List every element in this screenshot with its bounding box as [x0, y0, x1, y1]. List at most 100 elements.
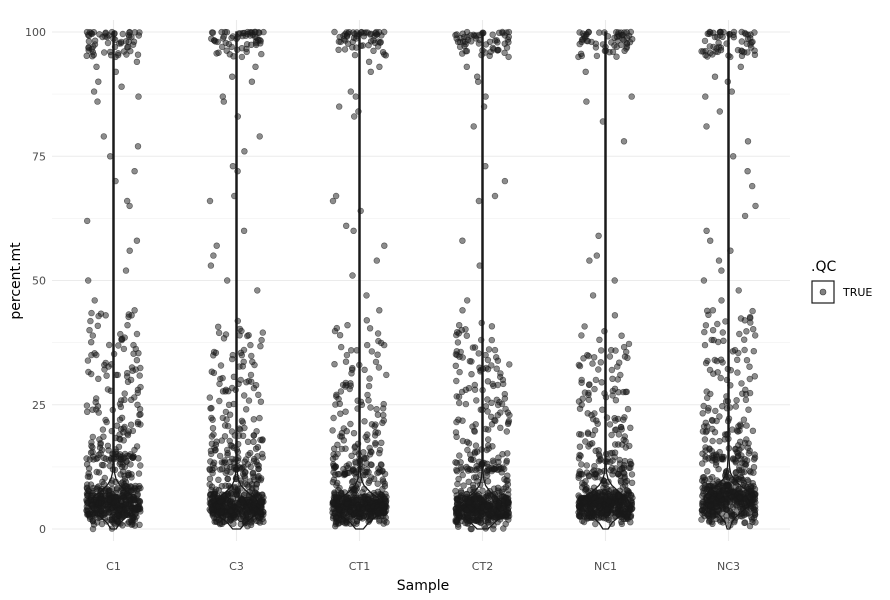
data-point [456, 399, 463, 407]
data-point [121, 454, 128, 462]
data-point [744, 476, 751, 484]
data-point [86, 327, 93, 334]
data-point [456, 452, 463, 459]
data-point [475, 491, 482, 498]
data-point [234, 317, 242, 325]
data-point [612, 417, 619, 424]
data-point [723, 376, 731, 384]
data-point [221, 433, 229, 440]
data-point [329, 427, 336, 434]
data-point [597, 347, 605, 354]
data-point [338, 429, 346, 437]
data-point [591, 427, 599, 434]
data-point [88, 309, 95, 317]
data-point [218, 508, 225, 515]
data-point [462, 386, 469, 393]
data-point [700, 277, 708, 284]
data-point [90, 51, 98, 58]
data-point [702, 93, 709, 100]
data-point [495, 46, 502, 54]
data-point [238, 327, 245, 335]
data-point [709, 51, 716, 58]
data-point [210, 348, 218, 356]
data-point [333, 391, 340, 398]
data-point [117, 471, 124, 478]
data-point [84, 473, 92, 480]
data-point [223, 29, 231, 36]
data-point [602, 488, 609, 495]
data-point [614, 363, 621, 370]
data-point [351, 51, 359, 59]
data-point [505, 53, 512, 61]
data-point [210, 431, 217, 438]
data-point [352, 93, 359, 100]
data-point [615, 431, 622, 438]
data-point [456, 501, 463, 508]
data-point [106, 462, 114, 470]
data-point [243, 507, 251, 514]
data-point [99, 426, 107, 433]
data-point [713, 417, 720, 425]
data-point [488, 336, 495, 344]
data-point [131, 168, 138, 175]
data-point [240, 227, 248, 235]
data-point [627, 424, 634, 431]
data-point [710, 336, 717, 344]
data-point [578, 332, 585, 339]
data-point [338, 445, 346, 453]
data-point [232, 475, 240, 482]
data-point [611, 513, 618, 521]
data-point [628, 93, 635, 100]
data-point [723, 40, 730, 47]
data-point [491, 346, 499, 354]
data-point [498, 400, 506, 408]
data-point [222, 386, 230, 393]
data-point [500, 485, 507, 492]
data-point [485, 436, 492, 443]
data-point [468, 371, 475, 378]
data-point [489, 380, 496, 388]
data-point [95, 312, 102, 320]
data-point [611, 277, 618, 284]
data-point [496, 489, 503, 496]
data-point [252, 63, 259, 71]
data-point [459, 354, 466, 361]
data-point [504, 513, 512, 520]
data-point [622, 388, 629, 396]
data-point [584, 351, 591, 359]
legend: .QC TRUE [811, 259, 872, 304]
data-point [705, 510, 712, 518]
data-point [621, 457, 629, 465]
data-point [621, 470, 628, 477]
data-point [366, 451, 374, 458]
data-point [380, 412, 387, 419]
data-point [576, 451, 583, 459]
data-point [338, 343, 345, 351]
data-point [622, 438, 629, 445]
data-point [732, 403, 739, 410]
data-point [749, 518, 756, 526]
data-point [243, 406, 250, 413]
data-point [360, 32, 368, 40]
data-point [751, 47, 758, 54]
data-point [477, 366, 485, 374]
data-point [365, 58, 373, 65]
data-point [623, 40, 630, 47]
data-point [464, 465, 471, 472]
data-point [591, 385, 598, 393]
data-point [223, 464, 231, 471]
data-point [118, 83, 125, 90]
data-point [751, 29, 758, 36]
data-point [225, 401, 233, 408]
data-point [594, 420, 601, 427]
data-point [355, 450, 362, 458]
data-point [375, 364, 383, 371]
data-point [330, 451, 337, 458]
data-point [89, 433, 97, 441]
data-point [743, 436, 750, 443]
data-point [350, 467, 357, 474]
data-point [494, 357, 502, 364]
data-point [592, 520, 599, 528]
data-point [607, 346, 615, 354]
data-point [582, 68, 589, 76]
